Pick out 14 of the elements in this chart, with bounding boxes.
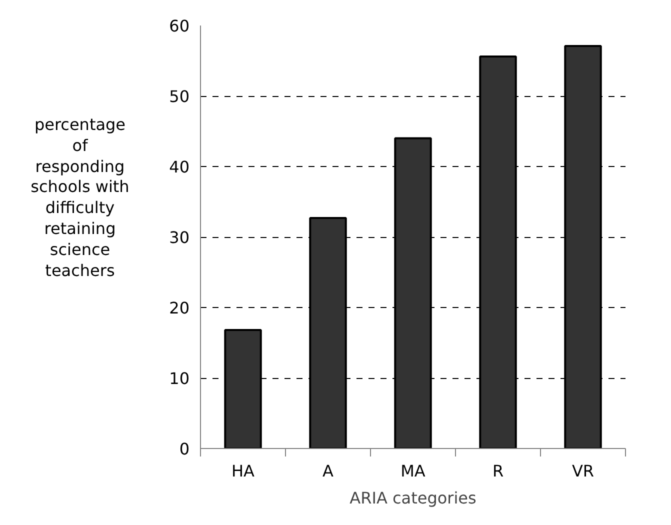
y-tick-label: 20 <box>169 298 190 318</box>
y-tick-label: 30 <box>169 228 190 247</box>
x-tick-label: MA <box>400 462 426 480</box>
x-tick-label: VR <box>572 462 594 480</box>
y-tick-label: 60 <box>169 16 190 36</box>
x-tick-label: A <box>322 462 334 480</box>
y-tick-label: 40 <box>169 158 190 176</box>
y-tick-label: 0 <box>179 440 190 458</box>
x-tick-label: R <box>492 462 504 480</box>
x-tick-label: HA <box>232 462 255 480</box>
y-tick-label: 50 <box>169 87 190 106</box>
y-tick-label: 10 <box>169 369 190 388</box>
x-axis-title: ARIA categories <box>350 488 476 508</box>
y-axis-title: percentage of responding schools with difficulty retaining science teachers <box>30 115 130 282</box>
